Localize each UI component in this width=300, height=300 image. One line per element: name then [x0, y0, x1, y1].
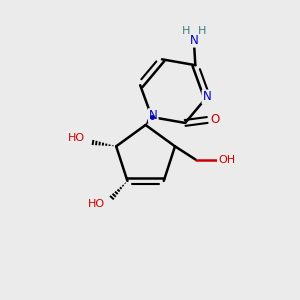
Text: N: N [149, 109, 158, 122]
Text: HO: HO [88, 199, 105, 208]
Text: O: O [211, 113, 220, 127]
Text: OH: OH [218, 154, 235, 165]
Text: N: N [202, 91, 211, 103]
Text: N: N [190, 34, 198, 46]
Text: HO: HO [68, 134, 85, 143]
Text: H: H [198, 26, 206, 36]
Text: H: H [182, 26, 190, 36]
